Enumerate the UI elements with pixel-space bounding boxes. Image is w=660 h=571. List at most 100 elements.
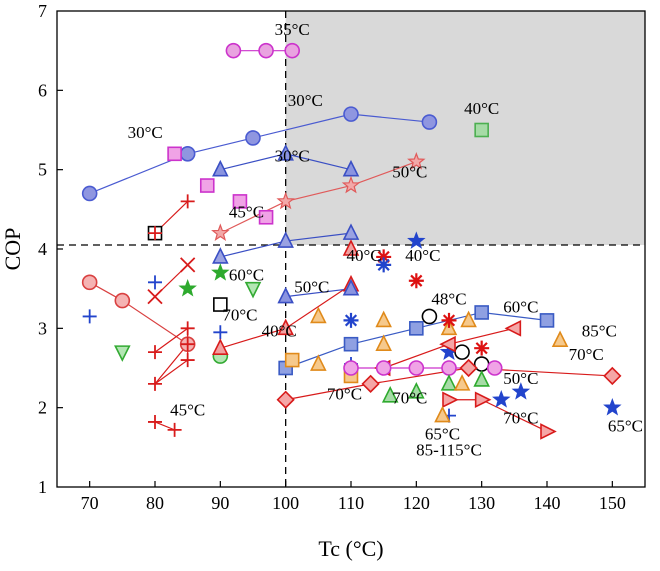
- data-point-red-diamonds: [276, 390, 295, 409]
- y-tick-label: 1: [38, 477, 47, 497]
- data-point-orange-triangles-low: [453, 374, 471, 391]
- annotation-label: 85°C: [582, 321, 617, 340]
- annotation-label: 60°C: [503, 297, 538, 316]
- data-point-blue-triangles: [212, 159, 229, 177]
- data-point-orange-squares: [284, 352, 300, 368]
- data-point-red-x: [180, 257, 196, 273]
- y-tick-label: 6: [38, 80, 47, 100]
- data-point-blue-triangles: [277, 144, 294, 161]
- x-tick-label: 150: [599, 493, 626, 513]
- data-point-orange-triangles: [460, 310, 477, 328]
- data-point-green-triangles-down: [114, 345, 131, 362]
- x-tick-label: 140: [534, 493, 561, 513]
- x-tick-label: 100: [272, 493, 299, 513]
- annotation-label: 70°C: [222, 305, 257, 324]
- data-point-red-asterisks: [441, 312, 457, 328]
- data-point-black-circles: [454, 344, 470, 360]
- annotation-label: 35°C: [275, 20, 310, 39]
- data-point-red-right-triangles: [442, 391, 459, 409]
- series-line-blue-triangle-50: [285, 288, 352, 298]
- data-point-orange-triangles: [551, 330, 569, 348]
- y-tick-label: 4: [38, 239, 47, 259]
- data-point-red-left-triangles: [439, 335, 456, 353]
- data-point-red-triangles-upper: [342, 239, 360, 256]
- y-axis-label: COP: [0, 228, 25, 271]
- annotation-label: 50°C: [503, 369, 538, 388]
- y-tick-label: 7: [38, 1, 47, 21]
- data-point-blue-squares: [539, 313, 555, 328]
- shaded-region-rect: [285, 11, 645, 246]
- data-point-red-plus-series: [180, 321, 195, 336]
- annotation-label: 85-115°C: [416, 440, 482, 459]
- annotation-label: 40°C: [262, 321, 297, 340]
- data-point-red-diamonds: [361, 374, 380, 393]
- annotation-label: 50°C: [392, 163, 427, 182]
- y-tick-label: 3: [38, 318, 47, 338]
- annotation-label: 30°C: [288, 91, 323, 110]
- data-point-red-stars: [276, 191, 295, 210]
- data-point-green-triangles-low: [473, 370, 490, 387]
- x-tick-label: 80: [146, 493, 164, 513]
- data-point-blue-stars: [511, 382, 531, 400]
- data-point-red-stars: [341, 175, 361, 194]
- data-point-blue-circles: [245, 130, 261, 146]
- data-point-blue-circles: [81, 185, 98, 202]
- data-point-red-asterisks: [474, 340, 490, 356]
- data-point-blue-squares: [474, 305, 489, 320]
- data-point-red-plus-line: [180, 194, 195, 209]
- data-point-magenta-circles-low: [486, 360, 503, 376]
- data-point-green-stars: [178, 278, 197, 297]
- data-point-red-plus-series: [180, 337, 195, 352]
- data-point-red-triangles: [277, 318, 294, 336]
- data-point-red-plus-45: [148, 414, 162, 429]
- annotation-label: 65°C: [608, 416, 643, 435]
- data-point-red-diamonds: [603, 366, 622, 386]
- annotation-label: 70°C: [569, 345, 604, 364]
- x-axis-label: Tc (°C): [318, 536, 383, 561]
- data-point-blue-asterisks: [343, 312, 359, 328]
- annotation-label: 45°C: [229, 202, 264, 221]
- data-point-magenta-circles-low: [441, 360, 457, 376]
- series-line-red-stars: [220, 161, 417, 234]
- data-point-blue-triangles-lower: [342, 223, 360, 240]
- annotation-label: 40°C: [405, 246, 440, 265]
- annotation-label: 50°C: [294, 278, 329, 297]
- x-tick-label: 130: [468, 493, 495, 513]
- data-point-blue-plus: [213, 325, 228, 340]
- data-point-magenta-squares: [199, 178, 215, 193]
- data-point-magenta-circles: [258, 42, 274, 59]
- annotation-label: 30°C: [275, 147, 310, 166]
- data-point-red-plus-series: [148, 376, 162, 391]
- data-point-red-asterisks: [376, 249, 392, 265]
- data-point-blue-plus: [148, 275, 162, 290]
- data-point-magenta-squares: [258, 209, 274, 225]
- data-point-orange-triangles-low: [434, 405, 451, 423]
- x-tick-label: 110: [338, 493, 364, 513]
- data-point-blue-stars: [492, 390, 511, 408]
- data-point-black-circles: [421, 308, 438, 325]
- series-line-red-diamonds: [285, 367, 613, 401]
- data-point-blue-triangles-lower: [277, 231, 294, 248]
- data-point-orange-triangles: [375, 310, 392, 328]
- data-point-blue-asterisks: [376, 257, 392, 273]
- data-point-green-triangles-down: [244, 281, 262, 299]
- data-point-blue-stars: [407, 231, 426, 249]
- data-point-orange-triangles: [310, 306, 327, 324]
- data-point-orange-triangles: [375, 334, 392, 352]
- data-point-blue-plus: [82, 309, 97, 324]
- annotation-label: 70°C: [327, 385, 362, 404]
- data-point-magenta-circles-low: [375, 360, 392, 376]
- data-point-orange-triangles: [310, 354, 327, 371]
- data-point-red-plus-series: [180, 353, 195, 368]
- y-tick-label: 5: [38, 160, 47, 180]
- x-tick-label: 70: [81, 493, 99, 513]
- annotation-label: 65°C: [425, 424, 460, 443]
- data-point-red-plus-series: [148, 345, 162, 360]
- annotation-label: 60°C: [229, 266, 264, 285]
- data-point-red-circles-left: [81, 274, 98, 291]
- data-point-red-stars: [407, 152, 426, 170]
- data-point-red-stars: [211, 223, 230, 241]
- data-point-magenta-circles-low: [408, 360, 425, 376]
- data-point-blue-squares: [343, 336, 359, 352]
